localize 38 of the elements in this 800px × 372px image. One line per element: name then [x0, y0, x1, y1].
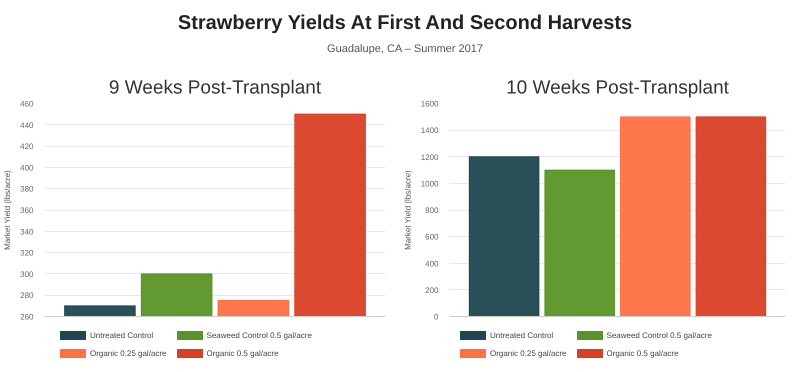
legend-label: Organic 0.5 gal/acre — [606, 348, 679, 358]
bar — [620, 116, 691, 316]
legend-label: Organic 0.5 gal/acre — [206, 348, 279, 358]
legend-label: Seaweed Control 0.5 gal/acre — [606, 331, 712, 340]
y-tick-label: 420 — [20, 142, 34, 152]
y-axis-title: Market Yield (lbs/acre) — [404, 170, 413, 250]
y-tick-label: 380 — [20, 184, 34, 194]
y-tick-label: 440 — [20, 120, 34, 130]
y-tick-label: 600 — [425, 232, 440, 242]
bar — [544, 170, 615, 316]
text: Strawberry Yields At First And Second Harvests — [176, 11, 634, 36]
y-tick-label: 460 — [20, 100, 34, 108]
legend-label: Untreated Control — [90, 331, 154, 340]
y-tick-label: 400 — [425, 259, 440, 268]
y-tick-label: 1200 — [420, 152, 440, 162]
y-tick-label: 1000 — [420, 179, 440, 188]
y-tick-label: 320 — [20, 248, 34, 258]
y-axis-title: Market Yield (lbs/acre) — [3, 170, 12, 250]
y-tick-label: 800 — [425, 206, 440, 215]
y-tick-label: 280 — [20, 291, 34, 300]
y-tick-label: 1600 — [420, 100, 440, 108]
y-tick-label: 360 — [20, 206, 34, 215]
y-tick-label: 340 — [20, 227, 34, 236]
legend-label: Untreated Control — [490, 331, 554, 340]
y-tick-label: 0 — [434, 312, 440, 322]
bar — [696, 116, 766, 316]
y-tick-label: 1400 — [420, 126, 440, 136]
y-tick-label: 200 — [425, 286, 440, 295]
chart-title: 10 Weeks Post-Transplant — [506, 78, 730, 98]
bar — [468, 156, 540, 316]
text: Guadalupe, CA – Summer 2017 — [326, 42, 484, 57]
legend-label: Organic 0.25 gal/acre — [90, 348, 166, 358]
y-tick-label: 260 — [20, 312, 34, 322]
legend-label: Organic 0.25 gal/acre — [490, 348, 566, 358]
legend-label: Seaweed Control 0.5 gal/acre — [206, 331, 312, 340]
chart-title: 9 Weeks Post-Transplant — [108, 78, 322, 98]
y-tick-label: 400 — [20, 163, 34, 172]
y-tick-label: 300 — [20, 270, 34, 279]
